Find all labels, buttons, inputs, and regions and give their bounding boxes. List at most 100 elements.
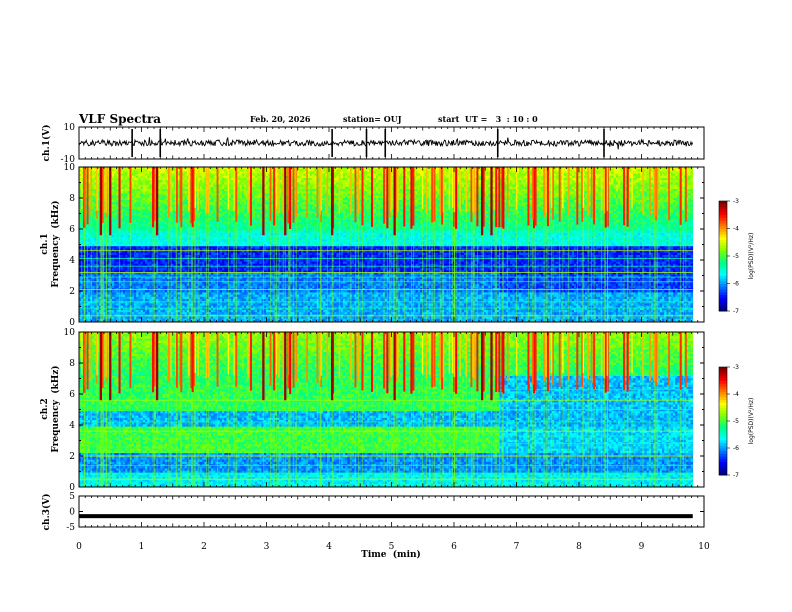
spectrogram-cell: [134, 189, 137, 192]
spectrogram-cell: [149, 224, 152, 227]
spectrogram-cell: [131, 239, 135, 243]
spectrogram-cell: [123, 169, 126, 172]
spectrogram-cell: [138, 263, 141, 267]
spectrogram-cell: [219, 228, 223, 232]
spectrogram-cell: [147, 270, 150, 273]
spectrogram-cell: [120, 239, 124, 243]
spectrogram-cell: [129, 228, 133, 232]
spectrogram-cell: [103, 277, 106, 280]
spectrogram-cell: [202, 182, 205, 185]
spectrogram-cell: [158, 204, 161, 207]
spectrogram-cell: [195, 283, 199, 287]
spectrogram-cell: [173, 175, 177, 179]
spectrogram-cell: [222, 191, 225, 194]
spectrogram-cell: [195, 200, 199, 203]
spectrogram-cell: [116, 294, 119, 298]
spectrogram-cell: [134, 217, 137, 221]
spectrogram-cell: [162, 246, 166, 249]
spectrogram-cell: [230, 217, 234, 221]
spectrogram-cell: [189, 283, 192, 287]
spectrogram-cell: [173, 292, 177, 295]
spectrogram-cell: [230, 186, 234, 190]
spectrogram-cell: [142, 312, 146, 315]
spectrogram-cell: [114, 193, 117, 196]
spectrogram-cell: [162, 171, 166, 174]
spectrogram-cell: [92, 224, 95, 227]
spectrogram-cell: [173, 244, 177, 247]
spectrogram-cell: [153, 305, 157, 309]
spectrogram-cell: [202, 268, 205, 271]
spectrogram-cell: [79, 195, 82, 199]
spectrogram-cell: [134, 290, 137, 293]
spectrogram-cell: [149, 241, 152, 245]
spectrogram-cell: [92, 197, 95, 201]
spectrogram-cell: [112, 270, 115, 273]
spectrogram-cell: [138, 294, 141, 298]
spectrogram-cell: [171, 303, 174, 306]
spectrogram-cell: [182, 200, 185, 203]
spectrogram-cell: [149, 169, 152, 172]
spectrogram-cell: [184, 206, 188, 210]
spectrogram-cell: [222, 233, 225, 236]
spectrogram-cell: [116, 186, 119, 190]
spectrogram-cell: [208, 310, 212, 313]
spectrogram-cell: [184, 290, 188, 293]
spectrogram-cell: [145, 222, 148, 225]
spectrogram-cell: [149, 195, 152, 199]
spectrogram-cell: [81, 213, 84, 216]
spectrogram-cell: [224, 213, 227, 216]
spectrogram-cell: [81, 277, 84, 280]
spectrogram-cell: [127, 310, 130, 313]
spectrogram-cell: [189, 299, 192, 302]
spectrogram-cell: [189, 296, 192, 300]
spectrogram-cell: [134, 233, 137, 236]
spectrogram-cell: [131, 180, 135, 183]
spectrogram-cell: [129, 270, 133, 273]
spectrogram-cell: [189, 169, 192, 172]
spectrogram-cell: [125, 184, 128, 188]
spectrogram-cell: [136, 250, 139, 254]
spectrogram-cell: [145, 263, 148, 267]
spectrogram-cell: [162, 215, 166, 218]
spectrogram-cell: [112, 277, 115, 280]
spectrogram-cell: [158, 246, 161, 249]
spectrogram-cell: [164, 195, 168, 199]
spectrogram-cell: [213, 186, 216, 190]
spectrogram-cell: [112, 171, 115, 174]
spectrogram-cell: [127, 178, 130, 181]
spectrogram-cell: [219, 310, 223, 313]
spectrogram-cell: [140, 239, 144, 243]
spectrogram-cell: [182, 270, 185, 273]
spectrogram-cell: [116, 217, 119, 221]
spectrogram-cell: [184, 241, 188, 245]
spectrogram-cell: [200, 206, 203, 210]
spectrogram-cell: [211, 299, 214, 302]
spectrogram-cell: [158, 228, 161, 232]
spectrogram-cell: [142, 241, 146, 245]
spectrogram-cell: [153, 310, 157, 313]
spectrogram-cell: [193, 235, 196, 238]
spectrogram-cell: [127, 274, 130, 278]
spectrogram-cell: [222, 290, 225, 293]
spectrogram-cell: [79, 178, 82, 181]
spectrogram-cell: [87, 184, 91, 188]
spectrogram-cell: [142, 274, 146, 278]
spectrogram-cell: [189, 303, 192, 306]
spectrogram-cell: [123, 259, 126, 262]
spectrogram-cell: [123, 217, 126, 221]
spectrogram-cell: [219, 316, 223, 320]
spectrogram-cell: [136, 299, 139, 302]
spectrogram-cell: [147, 305, 150, 309]
spectrogram-cell: [197, 167, 201, 170]
spectrogram-cell: [103, 263, 106, 267]
spectrogram-cell: [131, 222, 135, 225]
spectrogram-cell: [213, 219, 216, 223]
spectrogram-cell: [81, 237, 84, 240]
spectrogram-cell: [147, 252, 150, 256]
spectrogram-cell: [140, 248, 144, 251]
spectrogram-cell: [79, 233, 82, 236]
spectrogram-cell: [116, 305, 119, 309]
spectrogram-cell: [114, 182, 117, 185]
spectrogram-cell: [131, 178, 135, 181]
spectrogram-cell: [145, 208, 148, 212]
